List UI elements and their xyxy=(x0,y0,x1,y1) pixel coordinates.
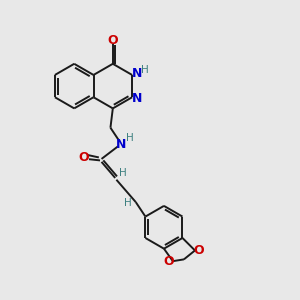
Text: N: N xyxy=(132,67,143,80)
Text: O: O xyxy=(194,244,204,257)
Text: N: N xyxy=(116,138,126,151)
Text: O: O xyxy=(164,255,174,268)
Text: O: O xyxy=(107,34,118,46)
Text: H: H xyxy=(141,64,148,75)
Text: H: H xyxy=(126,133,134,142)
Text: H: H xyxy=(124,198,132,208)
Text: O: O xyxy=(78,151,89,164)
Text: N: N xyxy=(132,92,143,105)
Text: H: H xyxy=(119,168,127,178)
